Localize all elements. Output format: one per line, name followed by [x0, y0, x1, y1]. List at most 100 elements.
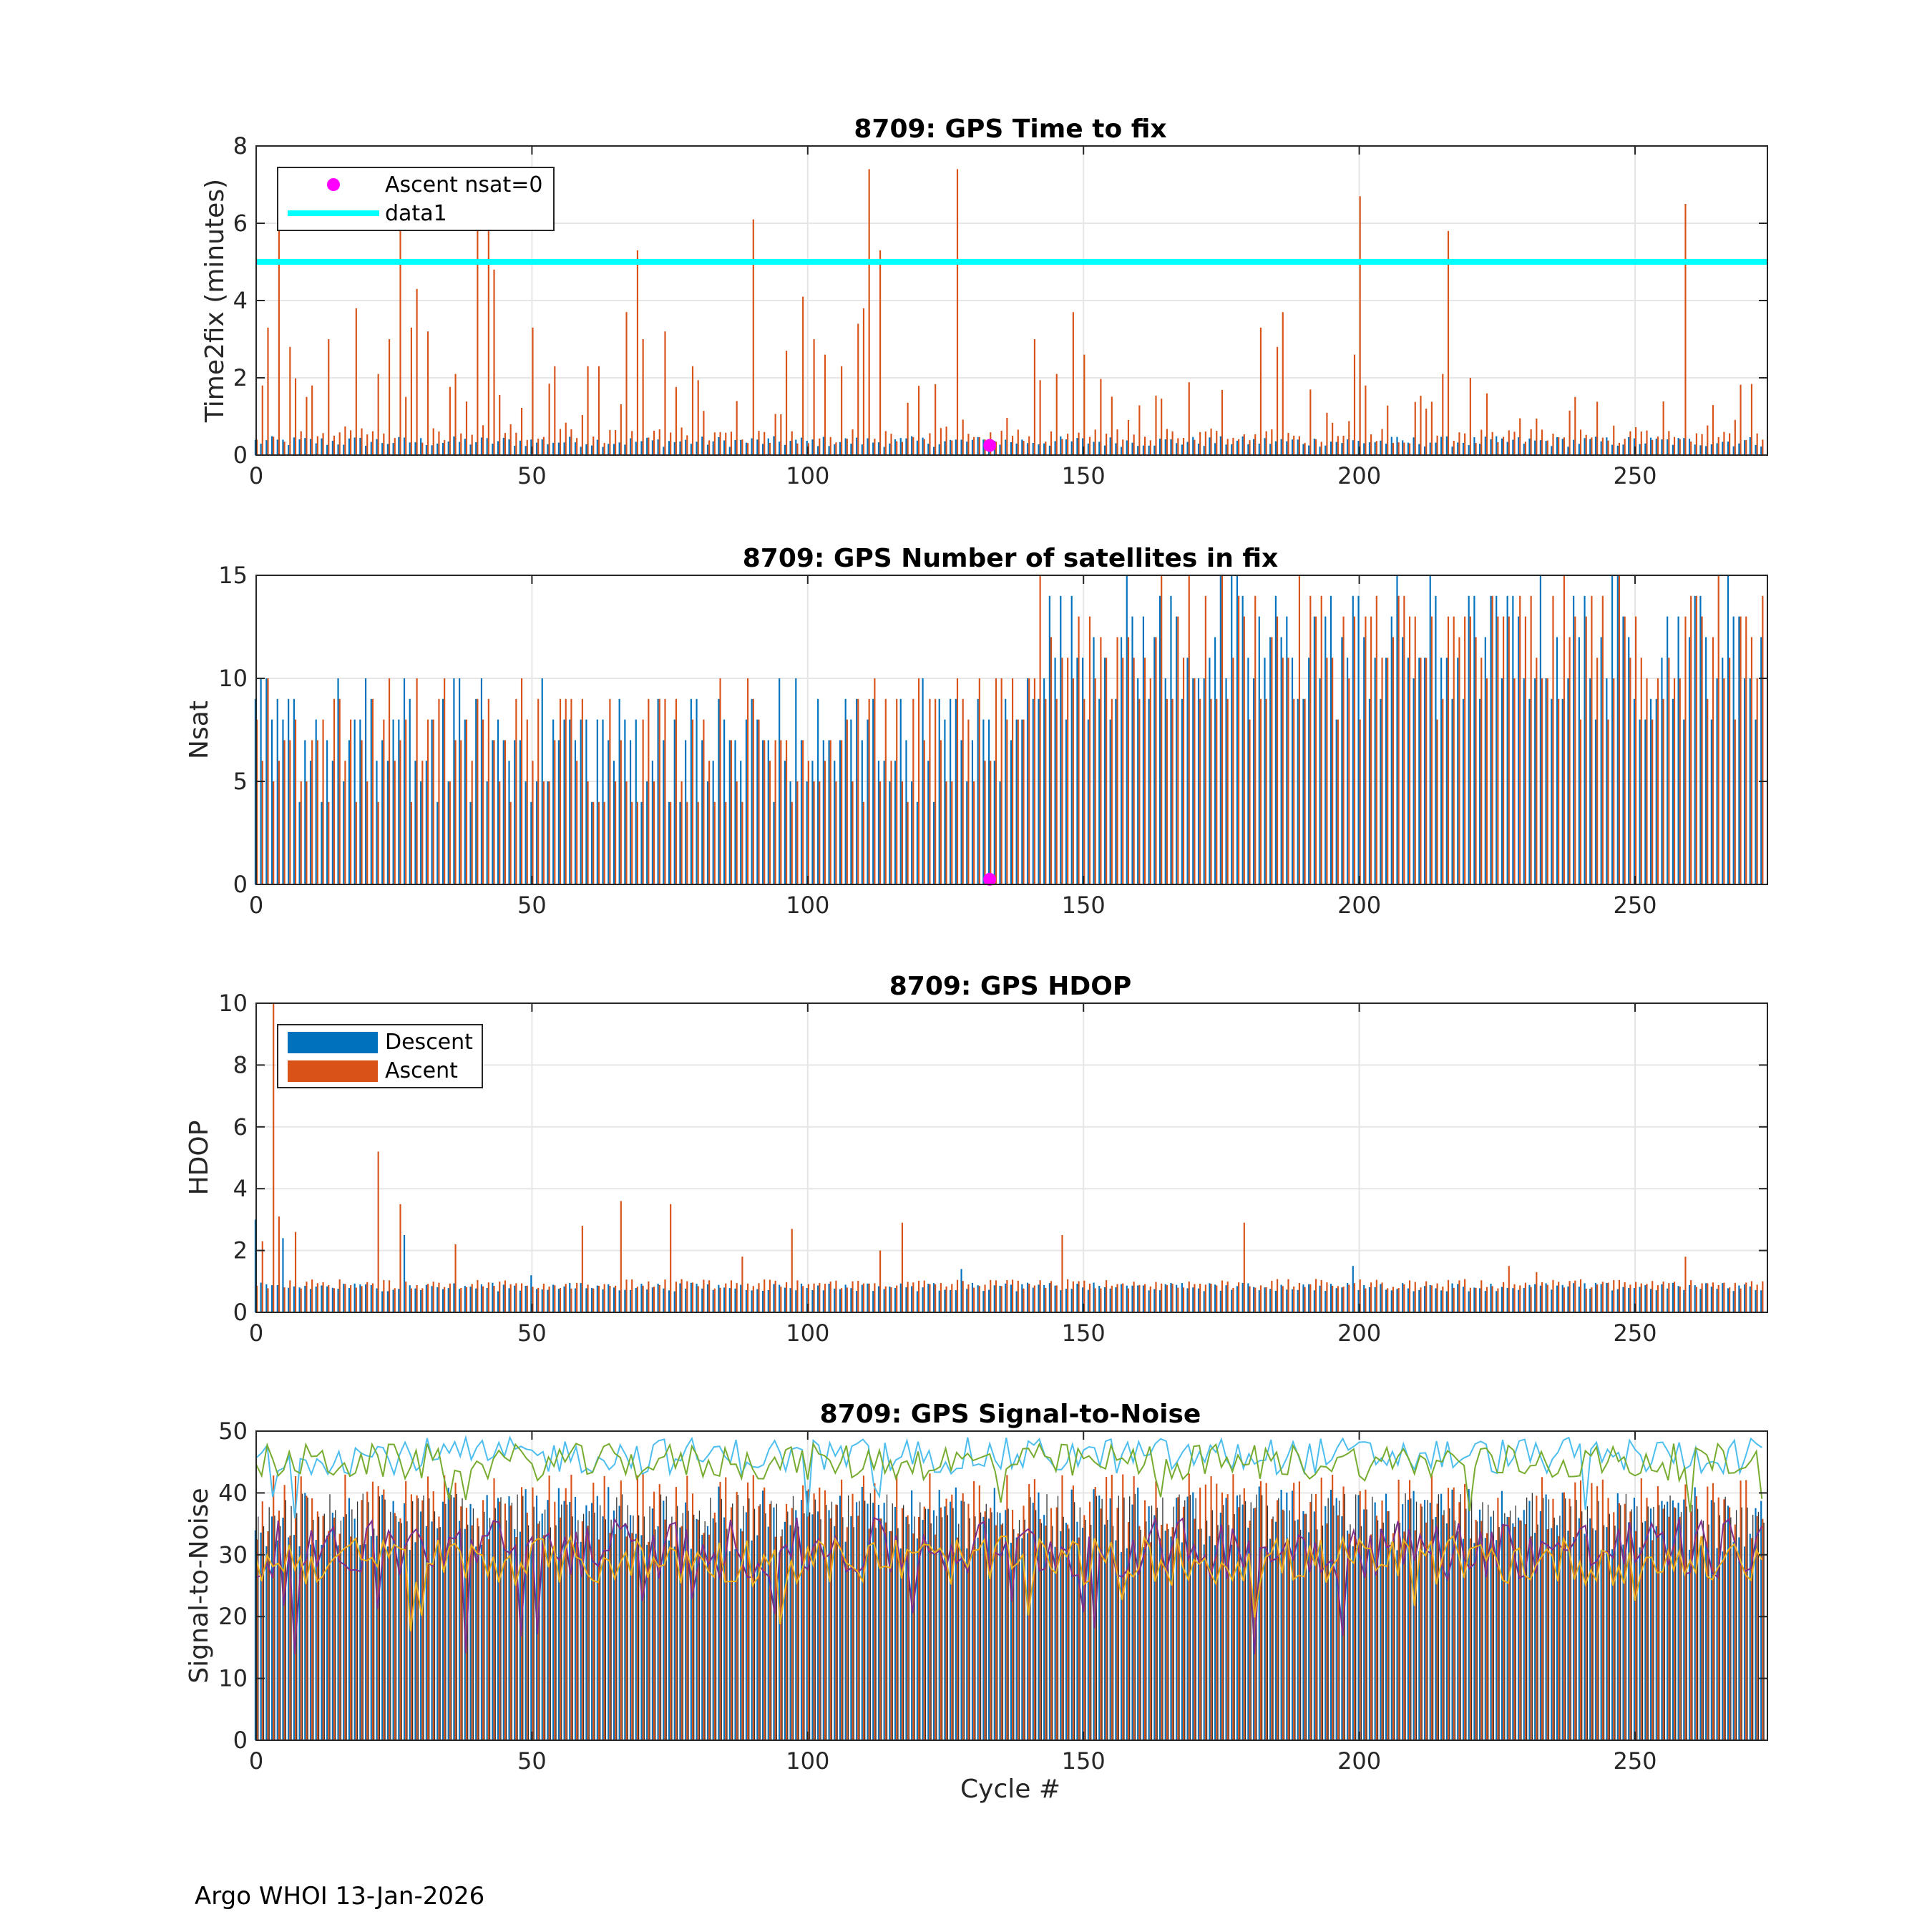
ascent-bar	[526, 1285, 528, 1312]
descent-bar	[1203, 678, 1205, 884]
ascent-bar	[570, 429, 572, 455]
ascent-bar	[1012, 436, 1014, 455]
ascent-bar	[653, 1491, 655, 1740]
ascent-bar	[597, 1539, 600, 1740]
ascent-bar	[648, 698, 650, 884]
ascent-bar	[852, 1281, 854, 1312]
x-tick-label: 150	[1062, 892, 1106, 919]
ascent-bar	[1640, 1478, 1642, 1740]
ascent-bar	[857, 1281, 859, 1312]
descent-bar	[701, 1535, 703, 1740]
ascent-bar	[1762, 595, 1764, 884]
descent-bar	[1181, 698, 1183, 884]
descent-bar	[1567, 678, 1569, 884]
ascent-bar	[835, 1504, 837, 1740]
descent-bar	[1192, 1492, 1194, 1740]
descent-bar	[1065, 719, 1068, 884]
ascent-bar	[780, 740, 782, 884]
descent-bar	[1192, 678, 1194, 884]
ascent-bar	[1188, 1473, 1190, 1740]
y-axis-label: Signal-to-Noise	[185, 1488, 214, 1683]
ascent-bar	[664, 1279, 666, 1312]
ascent-bar	[1420, 396, 1422, 455]
descent-bar	[1038, 444, 1040, 455]
snr-bar	[1217, 1525, 1219, 1740]
descent-bar	[999, 781, 1001, 884]
y-tick-label: 8	[233, 1051, 248, 1078]
descent-bar	[585, 719, 587, 884]
descent-bar	[1644, 719, 1646, 884]
descent-bar	[1423, 658, 1426, 884]
descent-bar	[718, 1284, 720, 1312]
descent-bar	[569, 1502, 571, 1740]
descent-bar	[464, 439, 466, 455]
ascent-bar	[907, 402, 909, 455]
y-tick-label: 50	[218, 1418, 248, 1445]
ascent-bar	[1055, 698, 1058, 884]
descent-bar	[1026, 678, 1029, 884]
ascent-bar	[1723, 1282, 1725, 1312]
descent-bar	[359, 1545, 361, 1740]
descent-bar	[1247, 1283, 1249, 1312]
descent-bar	[298, 1287, 301, 1312]
snr-bar	[594, 1512, 595, 1740]
descent-bar	[1385, 1493, 1387, 1740]
descent-bar	[331, 1287, 333, 1312]
ascent-bar	[917, 1517, 920, 1740]
ascent-bar	[1116, 1508, 1118, 1740]
descent-bar	[1390, 436, 1392, 455]
ascent-bar	[1519, 1520, 1521, 1740]
ascent-bar	[719, 431, 721, 455]
descent-bar	[779, 441, 781, 455]
ascent-bar	[482, 1286, 484, 1312]
descent-bar	[1308, 1532, 1310, 1740]
descent-bar	[304, 1493, 306, 1740]
ascent-bar	[1304, 698, 1306, 884]
descent-bar	[1694, 1487, 1696, 1740]
ascent-bar	[438, 1282, 440, 1312]
descent-bar	[795, 1510, 797, 1740]
ascent-bar	[1425, 658, 1428, 884]
ascent-bar	[780, 414, 782, 455]
descent-bar	[751, 698, 753, 884]
descent-bar	[922, 437, 924, 455]
descent-bar	[541, 1513, 543, 1740]
descent-bar	[1269, 1538, 1272, 1740]
descent-bar	[459, 441, 461, 455]
snr-bar	[1206, 1520, 1208, 1740]
ascent-bar	[615, 1285, 617, 1312]
ascent-bar	[978, 436, 980, 455]
descent-bar	[784, 761, 786, 884]
descent-bar	[1539, 440, 1541, 455]
ascent-bar	[559, 698, 562, 884]
descent-bar	[276, 1540, 278, 1740]
ascent-bar	[995, 1525, 997, 1740]
ascent-bar	[570, 1474, 572, 1740]
descent-bar	[1611, 444, 1614, 455]
ascent-bar	[636, 801, 639, 884]
ascent-bar	[1652, 1281, 1654, 1312]
ascent-bar	[675, 1487, 677, 1740]
descent-bar	[1672, 444, 1674, 455]
descent-bar	[1121, 1552, 1123, 1740]
ascent-bar	[449, 781, 451, 884]
ascent-bar	[471, 1284, 473, 1312]
descent-bar	[877, 1504, 880, 1740]
descent-bar	[712, 761, 714, 884]
ascent-bar	[774, 414, 776, 455]
snr-bar	[1598, 1501, 1599, 1740]
ascent-bar	[344, 1284, 346, 1312]
descent-bar	[932, 1283, 935, 1312]
snr-bar	[1559, 1516, 1561, 1740]
descent-bar	[1628, 436, 1630, 455]
ascent-bar	[995, 678, 997, 884]
ascent-bar	[1629, 1284, 1631, 1312]
snr-bar	[1664, 1504, 1666, 1740]
ascent-bar	[355, 1538, 357, 1740]
descent-bar	[1109, 437, 1111, 455]
ascent-bar	[1475, 1287, 1477, 1312]
descent-bar	[608, 740, 610, 884]
ascent-bar	[691, 366, 694, 455]
snr-bar	[1394, 1523, 1395, 1740]
snr-bar	[1272, 1516, 1274, 1740]
